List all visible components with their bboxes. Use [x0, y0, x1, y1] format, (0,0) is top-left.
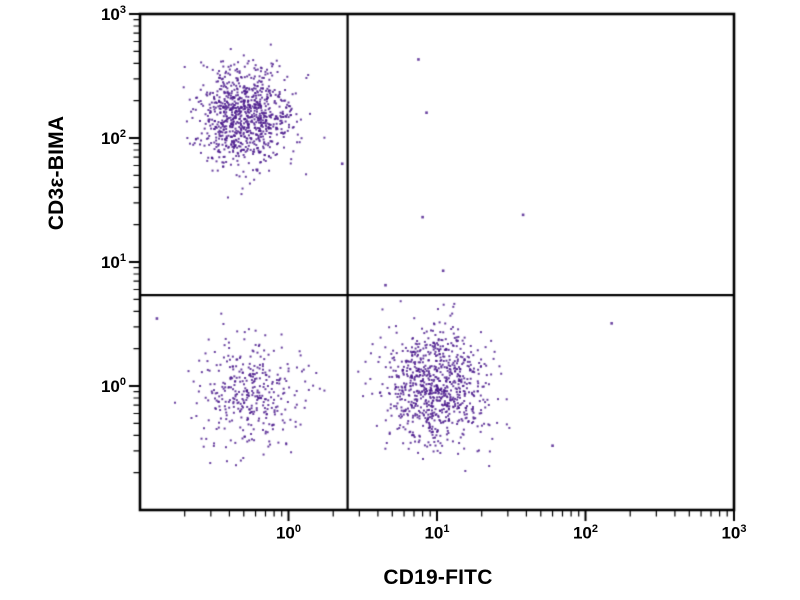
- x-tick-label: 103: [721, 523, 747, 543]
- y-tick-label: 101: [100, 252, 126, 272]
- x-axis-label: CD19-FITC: [383, 566, 493, 589]
- x-tick-label: 100: [275, 523, 302, 543]
- y-tick-label: 100: [100, 376, 126, 396]
- y-tick-label: 103: [100, 4, 126, 24]
- y-axis-label: CD3ε-BIMA: [45, 115, 68, 231]
- x-tick-label: 102: [572, 523, 599, 543]
- y-tick-label: 102: [100, 128, 126, 148]
- x-tick-label: 101: [424, 523, 450, 543]
